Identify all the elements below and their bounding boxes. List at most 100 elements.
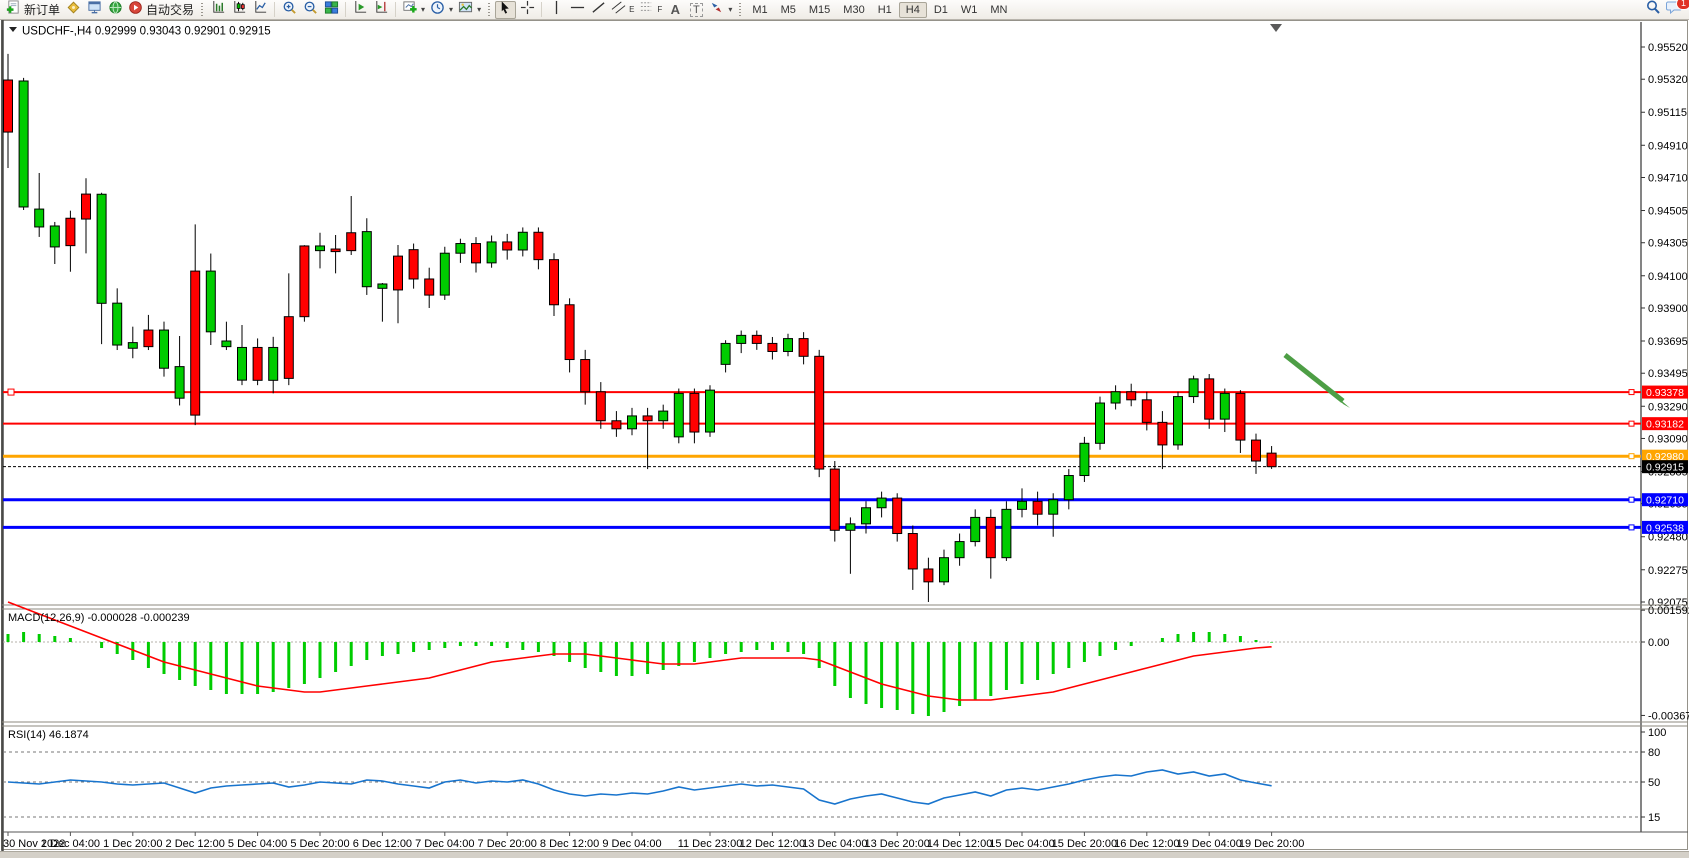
- price-tick: 0.93290: [1648, 401, 1688, 413]
- dropdown-caret-icon: ▾: [449, 5, 454, 14]
- time-label: 5 Dec 20:00: [290, 838, 349, 850]
- svg-text:0.93378: 0.93378: [1646, 387, 1684, 399]
- timeframe-MN[interactable]: MN: [990, 3, 1008, 16]
- toolbar-grip[interactable]: [739, 2, 742, 17]
- price-label-box: [1642, 385, 1688, 399]
- timeframe-D1[interactable]: D1: [933, 3, 948, 16]
- timeframe-H1[interactable]: H1: [877, 3, 892, 16]
- svg-text:0.00: 0.00: [1648, 637, 1669, 649]
- svg-text:0.93182: 0.93182: [1646, 419, 1684, 431]
- text-button[interactable]: A: [665, 1, 685, 19]
- rsi-line: [7, 769, 1272, 805]
- svg-text:0.92710: 0.92710: [1646, 495, 1684, 507]
- text-tool-icon: A: [670, 2, 680, 17]
- tile-windows-icon: [324, 0, 339, 20]
- timeframe-H4[interactable]: H4: [898, 1, 927, 18]
- toolbar-grip[interactable]: [201, 2, 204, 17]
- metaeditor-icon: [66, 0, 81, 20]
- chart-title: USDCHF-,H4 0.92999 0.93043 0.92901 0.929…: [22, 26, 271, 38]
- rsi-label: RSI(14) 46.1874: [8, 729, 89, 741]
- chart-bars-button[interactable]: [208, 0, 228, 20]
- notifications-button[interactable]: 1: [1664, 0, 1689, 19]
- timeframe-M30[interactable]: M30: [843, 3, 865, 16]
- vertical-line-button[interactable]: [546, 0, 566, 20]
- timeframe-W1[interactable]: W1: [960, 3, 978, 16]
- chart-window[interactable]: 0.95520 0.95320 0.95115 0.94910 0.94710 0.945…: [0, 20, 1689, 851]
- crosshair-icon: [520, 0, 535, 20]
- time-label: 19 Dec 20:00: [1239, 838, 1304, 850]
- autotrading-label: 自动交易: [146, 3, 195, 17]
- metaeditor-button[interactable]: [63, 1, 83, 19]
- zoom-out-button[interactable]: [300, 1, 320, 19]
- toolbar-grip[interactable]: [488, 2, 491, 17]
- fibonacci-button[interactable]: F: [637, 1, 664, 19]
- templates-button[interactable]: ▾: [456, 1, 483, 19]
- time-label: 6 Dec 12:00: [353, 838, 412, 850]
- equidistant-channel-icon: [611, 0, 626, 20]
- price-tick: 0.93695: [1648, 336, 1688, 348]
- dropdown-caret-icon: ▾: [477, 5, 482, 14]
- new-order-button[interactable]: 新订单: [4, 0, 62, 20]
- auto-scroll-button[interactable]: [350, 0, 370, 19]
- annotation-arrow: [1283, 353, 1345, 403]
- main-toolbar: 新订单 自动交易: [0, 0, 1689, 20]
- vertical-line-icon: [549, 0, 564, 20]
- trendline-button[interactable]: [588, 1, 608, 19]
- time-label: 9 Dec 04:00: [602, 838, 661, 850]
- fibonacci-icon: [639, 0, 654, 20]
- bar-chart-icon: [211, 0, 226, 20]
- timeframe-M5[interactable]: M5: [780, 3, 796, 16]
- price-label-box: [1642, 417, 1688, 431]
- time-label: 7 Dec 04:00: [415, 838, 474, 850]
- notification-badge: 1: [1675, 0, 1689, 10]
- new-chart-button[interactable]: ▾: [400, 0, 427, 20]
- svg-text:0.92538: 0.92538: [1646, 522, 1684, 534]
- zoom-in-button[interactable]: [279, 1, 299, 19]
- label-button[interactable]: T: [686, 1, 706, 19]
- chart-candles-button[interactable]: [229, 0, 249, 20]
- market-watch-button[interactable]: [84, 0, 104, 20]
- price-tick: 0.95520: [1648, 42, 1688, 54]
- price-tick: 0.94910: [1648, 140, 1688, 152]
- timeframe-M15[interactable]: M15: [808, 3, 831, 16]
- svg-text:0.001592: 0.001592: [1648, 605, 1689, 617]
- price-tick: 0.95320: [1648, 74, 1688, 86]
- market-watch-icon: [87, 0, 102, 20]
- autotrading-button[interactable]: 自动交易: [126, 0, 196, 19]
- svg-text:15: 15: [1648, 812, 1660, 824]
- candlestick-chart-icon: [232, 0, 247, 20]
- crosshair-button[interactable]: [517, 0, 537, 20]
- time-label: 16 Dec 12:00: [1114, 838, 1179, 850]
- arrows-button[interactable]: ▾: [707, 1, 734, 19]
- current-price-box: [1642, 460, 1688, 474]
- new-order-label: 新订单: [24, 3, 61, 17]
- trendline-icon: [591, 0, 606, 20]
- time-label: 13 Dec 04:00: [802, 838, 867, 850]
- tile-windows-button[interactable]: [321, 0, 341, 20]
- cursor-button[interactable]: [495, 0, 517, 19]
- template-image-icon: [458, 0, 473, 20]
- price-tick: 0.93495: [1648, 368, 1688, 380]
- price-tick: 0.92275: [1648, 565, 1688, 577]
- horizontal-line-button[interactable]: [567, 1, 587, 19]
- price-tick: 0.94305: [1648, 238, 1688, 250]
- price-tick: 0.92480: [1648, 532, 1688, 544]
- timeframe-M1[interactable]: M1: [752, 3, 768, 16]
- new-chart-icon: [402, 0, 417, 20]
- svg-text:80: 80: [1648, 747, 1660, 759]
- news-button[interactable]: [105, 0, 125, 19]
- chart-shift-button[interactable]: [371, 0, 391, 19]
- price-tick: 0.95115: [1648, 107, 1687, 119]
- main-chart-svg[interactable]: 0.95520 0.95320 0.95115 0.94910 0.94710 0.945…: [0, 20, 1689, 851]
- channel-button[interactable]: E: [609, 1, 636, 19]
- chart-line-button[interactable]: [250, 0, 270, 19]
- time-label: 1 Dec 20:00: [103, 838, 162, 850]
- window-bottom-edge: [0, 851, 1689, 858]
- macd-label: MACD(12,26,9) -0.000028 -0.000239: [8, 612, 190, 624]
- zoom-out-icon: [303, 0, 318, 20]
- search-button[interactable]: [1643, 0, 1663, 19]
- time-label: 30 Nov 2022: [3, 838, 65, 850]
- chart-menu-caret-icon: [9, 27, 17, 32]
- new-order-icon: [6, 0, 21, 20]
- profiles-button[interactable]: ▾: [428, 0, 455, 19]
